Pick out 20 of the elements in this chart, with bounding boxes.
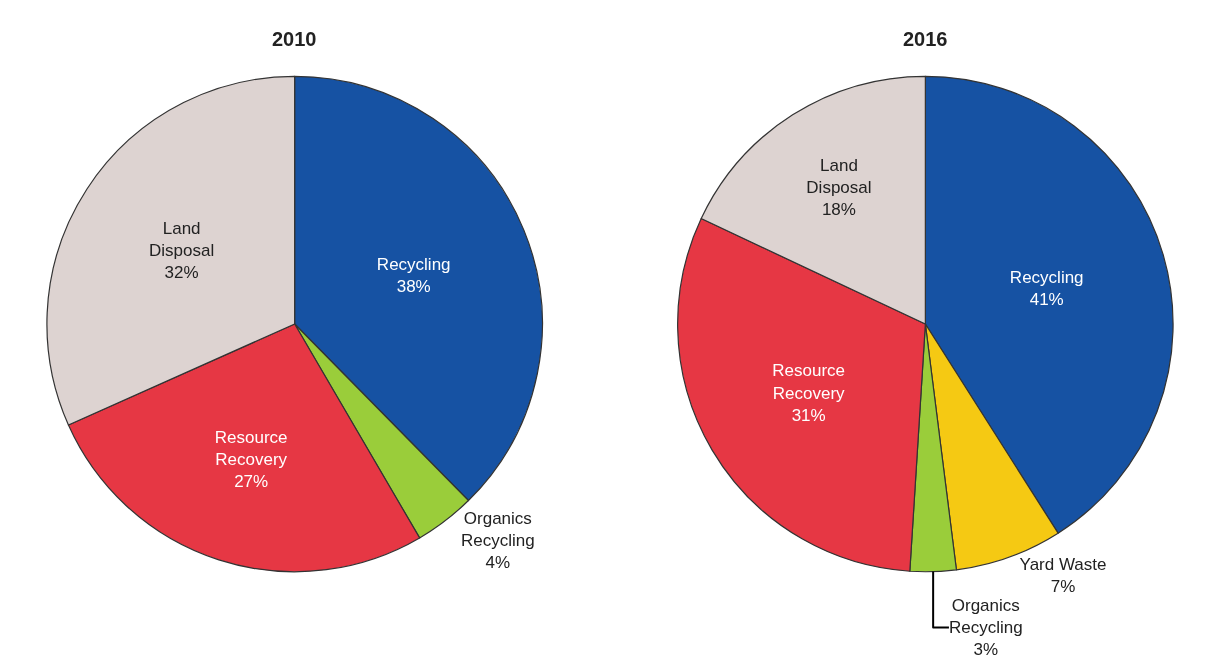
slice-label: Yard Waste bbox=[1019, 554, 1107, 574]
data-label: 7% bbox=[1050, 576, 1076, 596]
slice-label: Land Disposal bbox=[149, 219, 215, 261]
slice-label: Organics Recycling bbox=[460, 509, 535, 551]
data-label: 38% bbox=[396, 276, 431, 296]
data-label: 3% bbox=[973, 640, 999, 660]
data-label: 27% bbox=[234, 471, 269, 491]
chart-title: 2016 bbox=[903, 28, 948, 50]
slice-label: Recycling bbox=[376, 254, 451, 274]
slice-label: Organics Recycling bbox=[948, 595, 1023, 637]
data-label: 4% bbox=[485, 553, 511, 573]
data-label: 32% bbox=[164, 263, 199, 283]
data-label: 18% bbox=[821, 200, 856, 220]
chart-title: 2010 bbox=[272, 28, 317, 50]
slice-label: Resource Recovery bbox=[214, 427, 288, 469]
slice-label: Resource Recovery bbox=[772, 361, 846, 403]
data-label: 41% bbox=[1029, 290, 1064, 310]
data-label: 31% bbox=[791, 405, 826, 425]
slice-label: Land Disposal bbox=[806, 156, 872, 198]
slice-label: Recycling bbox=[1009, 268, 1084, 288]
